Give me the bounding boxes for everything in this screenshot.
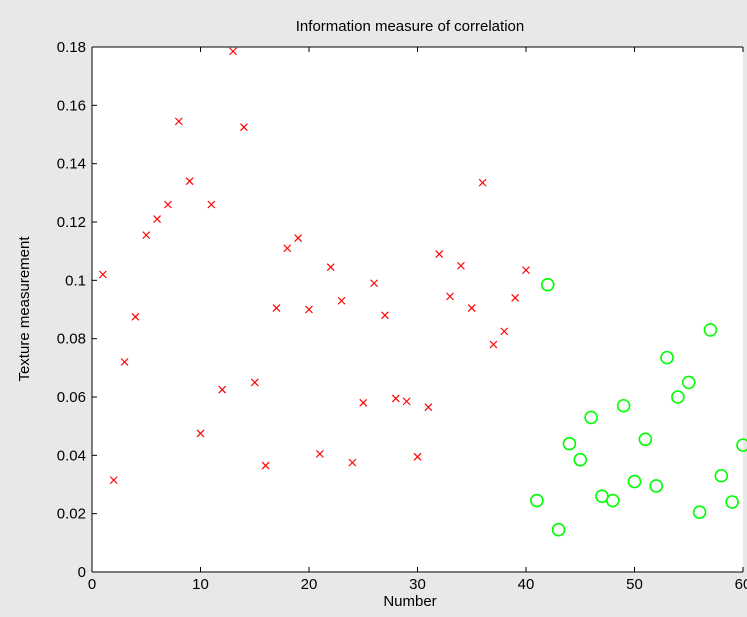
x-marker-point xyxy=(109,476,118,485)
circle-marker-point xyxy=(584,410,598,425)
x-marker-point xyxy=(413,452,422,461)
plot-area xyxy=(92,47,743,572)
circle-marker-point xyxy=(638,432,653,447)
x-marker-point xyxy=(131,312,140,321)
x-tick-label: 10 xyxy=(192,576,209,593)
circle-marker-point xyxy=(692,505,707,520)
y-tick-label: 0.1 xyxy=(65,272,86,289)
x-axis-label: Number xyxy=(383,593,436,610)
x-marker-point xyxy=(207,200,216,209)
x-marker-point xyxy=(522,266,530,275)
x-marker-point xyxy=(370,279,379,288)
x-tick-label: 60 xyxy=(735,576,747,593)
circle-marker-point xyxy=(703,323,718,337)
x-marker-point xyxy=(511,293,520,302)
x-marker-point xyxy=(315,449,324,458)
x-tick-label: 20 xyxy=(301,576,318,593)
circle-marker-point xyxy=(660,350,674,365)
x-marker-point xyxy=(424,403,433,412)
circle-marker-point xyxy=(616,398,631,413)
x-tick-label: 50 xyxy=(626,576,643,593)
x-marker-point xyxy=(272,304,281,312)
data-points xyxy=(98,47,747,537)
circle-marker-point xyxy=(551,522,566,537)
x-marker-point xyxy=(250,378,259,387)
circle-marker-point xyxy=(562,436,577,451)
x-marker-point xyxy=(348,458,357,467)
x-marker-point xyxy=(467,304,476,312)
circle-marker-point xyxy=(671,390,685,404)
y-tick-label: 0.08 xyxy=(57,331,86,348)
x-marker-point xyxy=(196,429,205,438)
circle-marker-point xyxy=(530,493,544,508)
y-axis-label: Texture measurement xyxy=(16,236,33,382)
x-marker-point xyxy=(489,340,498,349)
y-tick-label: 0.18 xyxy=(57,39,86,56)
x-marker-point xyxy=(402,397,411,406)
y-tick-label: 0.04 xyxy=(57,447,86,464)
circle-marker-point xyxy=(605,493,620,508)
circle-marker-point xyxy=(725,495,739,509)
x-marker-point xyxy=(120,358,129,366)
x-marker-point xyxy=(153,215,162,224)
circle-marker-point xyxy=(540,277,555,292)
circle-marker-point xyxy=(627,474,642,489)
circle-marker-point xyxy=(681,375,696,390)
circle-marker-point xyxy=(736,438,747,452)
x-tick-label: 40 xyxy=(518,576,535,593)
x-marker-point xyxy=(435,250,444,259)
y-tick-label: 0.14 xyxy=(57,156,86,173)
x-marker-point xyxy=(294,234,303,242)
x-marker-point xyxy=(229,47,237,56)
x-marker-point xyxy=(478,178,487,187)
chart-title: Information measure of correlation xyxy=(296,18,524,35)
circle-marker-point xyxy=(573,452,588,467)
x-marker-point xyxy=(218,385,227,394)
x-marker-point xyxy=(359,398,368,407)
x-marker-point xyxy=(185,177,194,186)
x-marker-point xyxy=(283,244,292,253)
x-marker-point xyxy=(174,117,183,126)
x-marker-point xyxy=(305,305,313,314)
x-marker-point xyxy=(456,261,465,270)
x-marker-point xyxy=(446,292,454,301)
ticks: 0 10 20 30 40 50 60 0 0.02 0.04 0.06 0.08 0.1 0.12 0.1… xyxy=(57,39,747,593)
circle-marker-point xyxy=(649,479,664,493)
x-marker-point xyxy=(391,394,400,403)
y-tick-label: 0 xyxy=(78,564,86,581)
x-marker-point xyxy=(261,461,270,470)
x-marker-point xyxy=(142,231,151,240)
x-marker-point xyxy=(98,270,107,279)
x-marker-point xyxy=(164,200,172,209)
x-marker-point xyxy=(326,263,335,272)
y-tick-label: 0.16 xyxy=(57,97,86,114)
x-marker-point xyxy=(500,327,509,336)
circle-marker-point xyxy=(714,468,729,483)
x-marker-point xyxy=(239,123,248,132)
y-tick-label: 0.06 xyxy=(57,389,86,406)
x-tick-label: 0 xyxy=(88,576,96,593)
x-marker-point xyxy=(337,296,346,305)
y-tick-label: 0.02 xyxy=(57,506,86,523)
y-tick-label: 0.12 xyxy=(57,214,86,231)
x-marker-point xyxy=(381,311,389,320)
x-tick-label: 30 xyxy=(409,576,426,593)
